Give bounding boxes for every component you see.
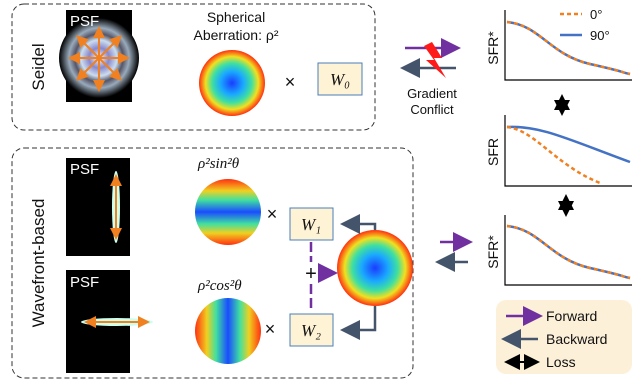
conflict-label: Gradient <box>407 86 457 101</box>
curve-0 <box>507 22 630 74</box>
plot-bottom <box>505 215 632 285</box>
psf-label: PSF <box>70 274 99 291</box>
aberration-label: Aberration: ρ² <box>194 27 279 43</box>
aberration-label: Spherical <box>207 9 265 25</box>
weight-label: W₂ <box>301 321 321 340</box>
seidel-label: Seidel <box>29 43 48 90</box>
psf-label: PSF <box>70 13 99 30</box>
legend-label: 90° <box>590 28 610 43</box>
wavefront-label: Wavefront-based <box>29 199 48 328</box>
weight-label: W₁ <box>301 215 321 234</box>
weight-label: W₀ <box>330 70 350 89</box>
y-label: SFR* <box>485 235 501 269</box>
term-label: ρ²sin²θ <box>197 156 240 172</box>
key-label: Loss <box>546 354 576 370</box>
key-label: Forward <box>546 308 597 324</box>
diagram: Seidel PSF Spherical Aberration: ρ² × W₀… <box>0 0 639 383</box>
plot-middle <box>505 115 632 186</box>
conflict-label: Conflict <box>410 102 454 117</box>
legend-label: 0° <box>590 7 602 22</box>
cos-map <box>195 298 261 364</box>
combined-map <box>337 230 413 306</box>
spherical-map <box>199 50 265 116</box>
sin-map <box>195 179 261 245</box>
times: × <box>265 319 276 339</box>
curve-90 <box>507 22 630 74</box>
y-label: SFR* <box>485 31 501 65</box>
times: × <box>267 204 278 224</box>
times: × <box>285 72 296 92</box>
key-label: Backward <box>546 331 607 347</box>
loss-arrows <box>562 98 566 213</box>
y-label: SFR <box>485 138 501 166</box>
plus: + <box>305 263 317 285</box>
term-label: ρ²cos²θ <box>197 278 242 294</box>
psf-label: PSF <box>70 161 99 178</box>
plot-top <box>505 10 632 80</box>
page: Seidel PSF Spherical Aberration: ρ² × W₀… <box>0 0 639 383</box>
